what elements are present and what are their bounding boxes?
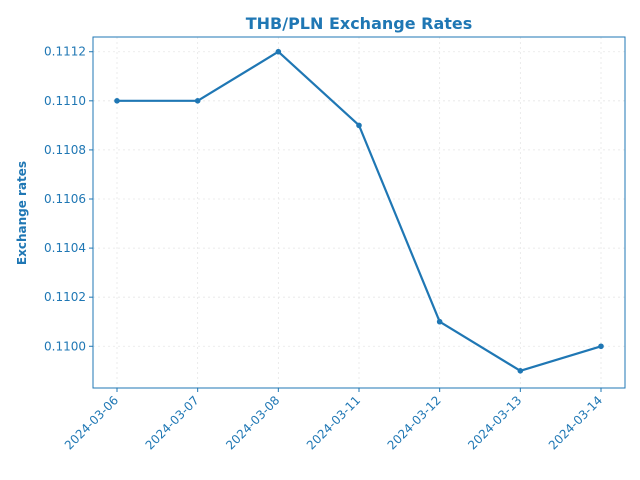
data-point [114, 98, 120, 104]
x-tick-label: 2024-03-12 [385, 393, 444, 452]
y-axis-ticks: 0.1100 0.1102 0.1104 0.1106 0.1108 0.1110 0.11… [44, 45, 93, 353]
data-point [194, 98, 201, 104]
y-tick-label: 0.1104 [44, 241, 86, 255]
y-tick-label: 0.1102 [44, 290, 86, 304]
data-point [517, 368, 524, 374]
data-point [356, 122, 362, 129]
x-tick-label: 2024-03-13 [465, 393, 524, 452]
x-tick-label: 2024-03-14 [546, 393, 605, 452]
y-tick-label: 0.1100 [44, 339, 86, 353]
series-layer [114, 48, 604, 374]
chart-title: THB/PLN Exchange Rates [246, 14, 473, 33]
data-point [275, 48, 282, 55]
y-tick-label: 0.1108 [44, 143, 86, 157]
y-tick-label: 0.1112 [44, 45, 86, 59]
x-tick-label: 2024-03-06 [62, 393, 121, 452]
y-tick-label: 0.1106 [44, 192, 86, 206]
x-tick-label: 2024-03-11 [304, 393, 363, 452]
x-tick-label: 2024-03-07 [143, 393, 202, 452]
data-point [598, 343, 604, 350]
x-tick-label: 2024-03-08 [223, 393, 282, 452]
data-point [436, 318, 443, 325]
y-tick-label: 0.1110 [44, 94, 86, 108]
x-axis-ticks: 2024-03-06 2024-03-07 2024-03-08 2024-03-11… [62, 388, 605, 452]
grid-lines [93, 37, 625, 388]
y-axis-label: Exchange rates [15, 161, 29, 265]
